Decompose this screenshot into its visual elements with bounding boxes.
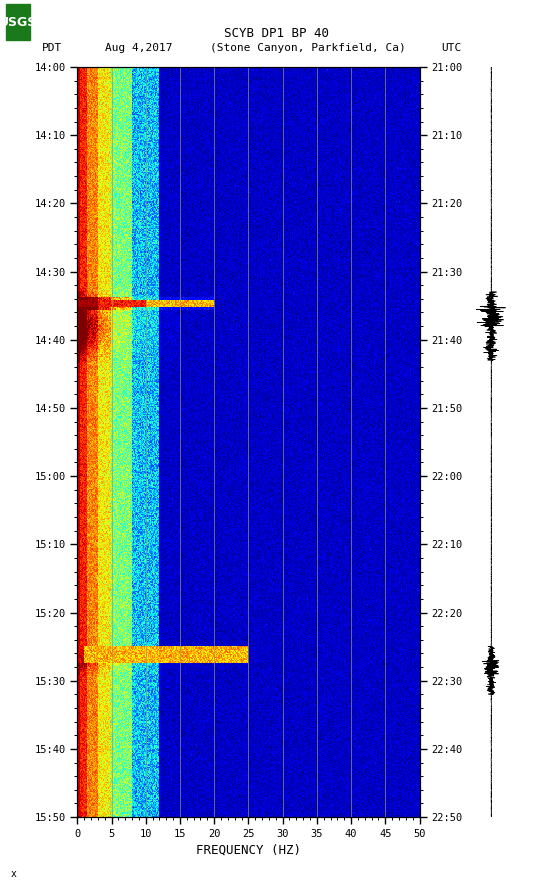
Text: SCYB DP1 BP 40: SCYB DP1 BP 40 <box>224 28 328 40</box>
Text: x: x <box>11 869 17 879</box>
Text: PDT: PDT <box>41 43 62 54</box>
Text: (Stone Canyon, Parkfield, Ca): (Stone Canyon, Parkfield, Ca) <box>210 43 406 54</box>
Bar <box>6 4 30 40</box>
X-axis label: FREQUENCY (HZ): FREQUENCY (HZ) <box>196 843 301 856</box>
Text: USGS: USGS <box>0 16 37 29</box>
Text: UTC: UTC <box>442 43 462 54</box>
Text: Aug 4,2017: Aug 4,2017 <box>105 43 172 54</box>
